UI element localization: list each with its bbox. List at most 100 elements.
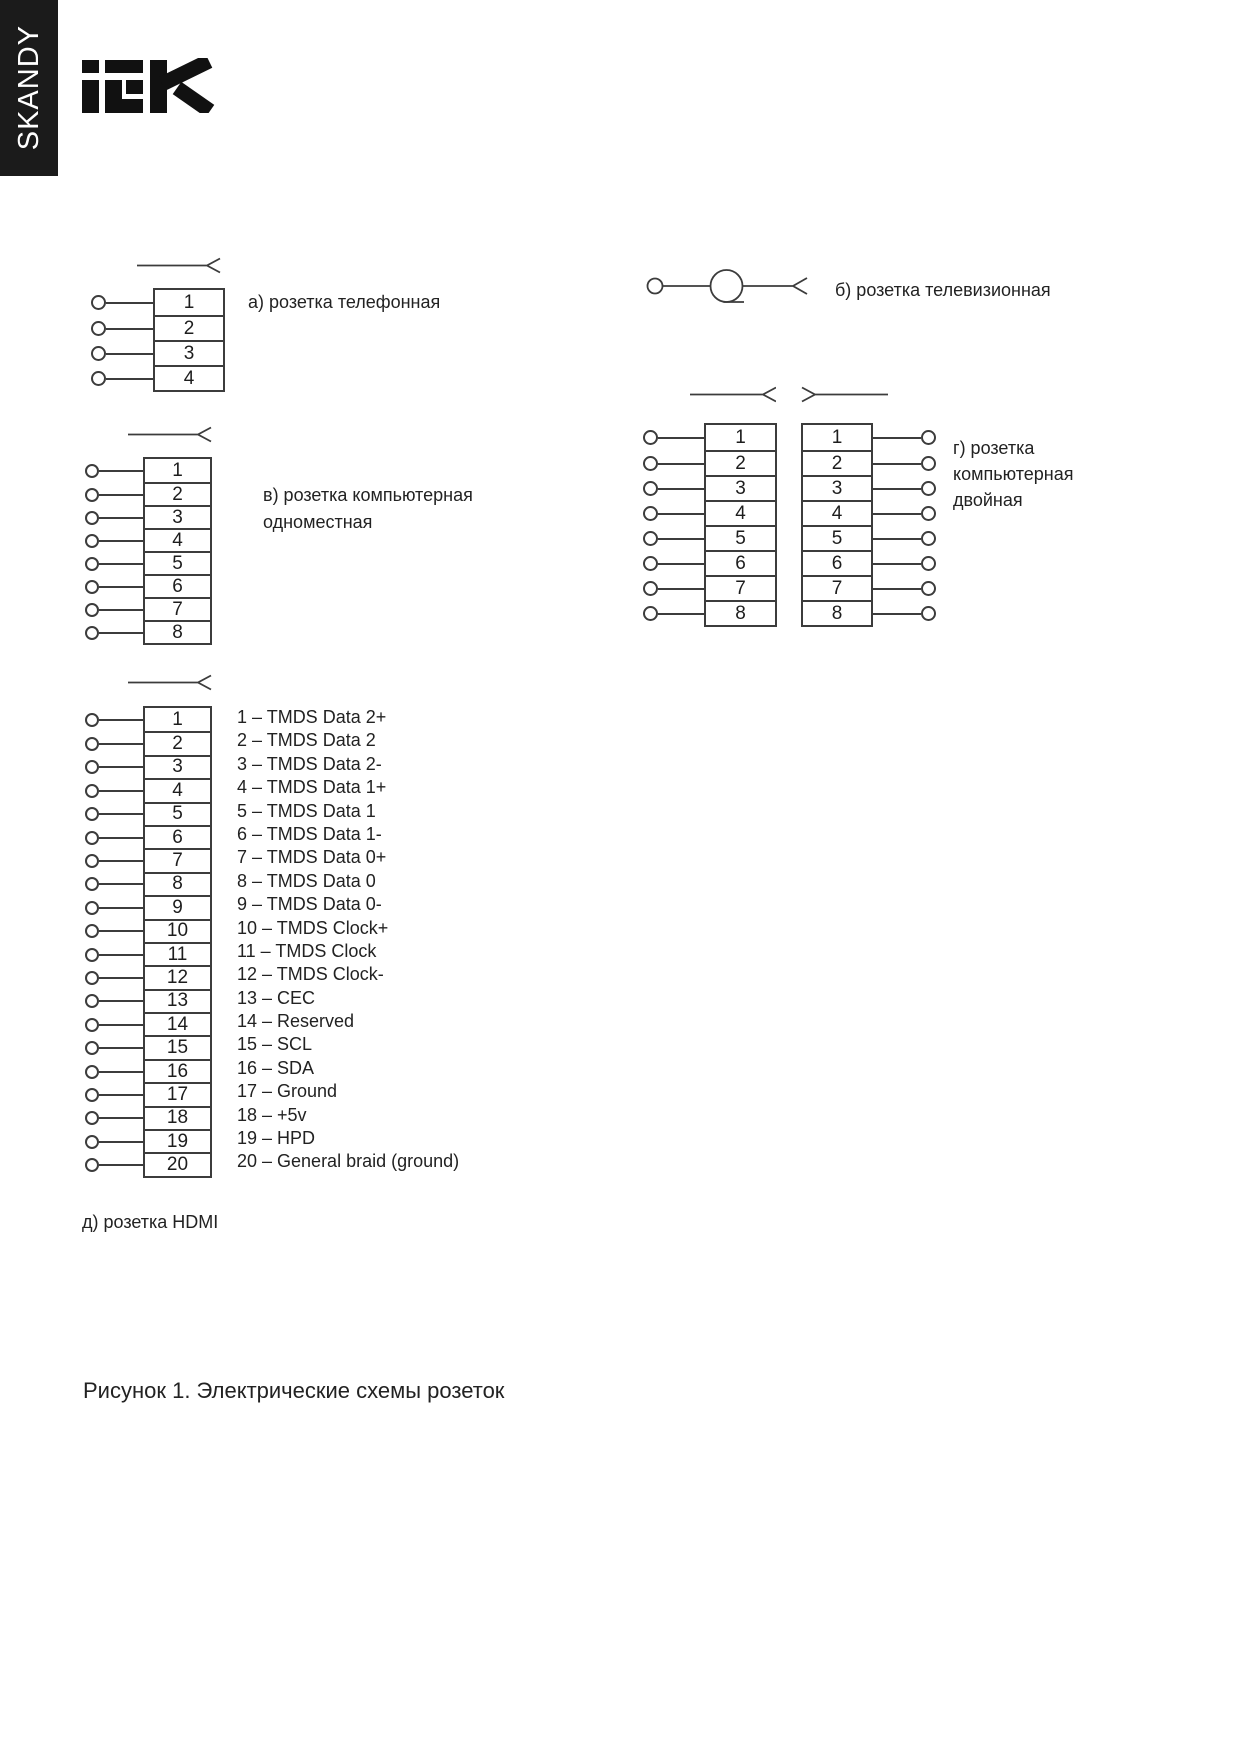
pin-row: 7 (803, 575, 936, 600)
pin-number: 17 (166, 1083, 189, 1105)
pin-terminal-circle (85, 924, 99, 939)
pin-row: 6 (85, 824, 210, 848)
pin-row: 9 (85, 895, 210, 918)
pin-row: 6 (803, 550, 936, 575)
figure-label-computer-single: в) розетка компьютерная одноместная (263, 485, 473, 532)
pin-number: 18 (166, 1107, 189, 1129)
pin-number: 8 (735, 602, 746, 624)
pin-lead-line (871, 487, 921, 490)
pin-number: 2 (172, 733, 183, 755)
pin-number: 5 (831, 527, 843, 549)
series-name: SKANDY (12, 25, 45, 151)
pin-row: 8 (85, 871, 210, 895)
socket-arrow-icon-mirrored (801, 386, 888, 403)
pin-description: 12 – TMDS Clock- (237, 964, 384, 985)
pin-description: 6 – TMDS Data 1- (237, 823, 382, 844)
pin-terminal-circle (85, 1064, 99, 1079)
pin-number: 19 (166, 1130, 189, 1152)
pin-lead-line (99, 1047, 145, 1050)
pin-lead-line (99, 860, 145, 863)
pin-row: 3 (85, 754, 210, 778)
pin-terminal-circle (921, 531, 936, 546)
pin-number: 5 (172, 552, 183, 574)
pin-lead-line (106, 327, 155, 330)
pin-terminal-circle (921, 430, 936, 445)
pin-number: 3 (172, 506, 183, 528)
pin-terminal-circle (85, 1134, 99, 1149)
pin-number: 1 (831, 426, 843, 448)
pin-description: 15 – SCL (237, 1034, 313, 1055)
pin-lead-line (658, 587, 706, 590)
pin-lead-line (99, 516, 145, 519)
pin-description: 10 – TMDS Clock+ (237, 917, 389, 938)
pin-row: 10 (85, 918, 210, 942)
pin-row: 4 (85, 528, 210, 551)
pin-lead-line (99, 743, 145, 746)
pin-row: 6 (85, 574, 210, 597)
pin-description: 16 – SDA (237, 1057, 315, 1078)
pin-number: 5 (172, 803, 183, 825)
pin-lead-line (871, 587, 921, 590)
pin-number: 1 (183, 291, 195, 313)
pin-terminal-circle (85, 807, 99, 822)
pin-number: 3 (183, 342, 195, 364)
pin-row: 3 (803, 475, 936, 500)
pin-terminal-circle (643, 506, 658, 521)
pin-terminal-circle (85, 1158, 99, 1173)
pin-row: 1 (803, 425, 936, 450)
figure-label-telephone: а) розетка телефонная (248, 292, 441, 312)
iek-logo (82, 58, 215, 113)
pin-number: 7 (831, 577, 843, 599)
pin-row: 8 (803, 600, 936, 625)
pin-lead-line (99, 930, 145, 933)
pin-row: 19 (85, 1129, 210, 1152)
pin-number: 6 (735, 552, 746, 574)
pin-terminal-circle (85, 737, 99, 752)
pin-lead-line (99, 1000, 145, 1003)
pin-lead-line (99, 539, 145, 542)
pin-number: 11 (167, 943, 188, 965)
pin-lead-line (99, 836, 145, 839)
pin-row: 16 (85, 1058, 210, 1082)
pin-lead-line (99, 766, 145, 769)
computer-double-left-pinbox: 1 2 3 4 5 6 7 8 (643, 423, 777, 627)
pin-terminal-circle (85, 556, 99, 571)
pin-number: 7 (172, 850, 183, 872)
pin-terminal-circle (91, 371, 106, 386)
pin-row: 12 (85, 965, 210, 988)
pin-number: 7 (735, 577, 746, 599)
pin-row: 6 (643, 550, 775, 575)
pin-terminal-circle (85, 487, 99, 502)
pin-row: 20 (85, 1152, 210, 1175)
pin-row: 1 (85, 459, 210, 482)
pin-lead-line (99, 906, 145, 909)
pin-row: 11 (85, 941, 210, 965)
pin-terminal-circle (85, 1087, 99, 1102)
pin-row: 2 (85, 731, 210, 755)
pin-lead-line (871, 537, 921, 540)
pin-terminal-circle (91, 295, 106, 310)
pin-number: 4 (831, 502, 843, 524)
pin-terminal-circle (643, 581, 658, 596)
pin-description: 13 – CEC (237, 987, 316, 1008)
pin-number: 2 (183, 317, 195, 339)
pin-terminal-circle (85, 602, 99, 617)
pin-row: 5 (85, 551, 210, 574)
pin-terminal-circle (921, 456, 936, 471)
figure-label-hdmi: д) розетка HDMI (82, 1212, 219, 1232)
pin-terminal-circle (85, 994, 99, 1009)
pin-terminal-circle (85, 783, 99, 798)
pin-description: 8 – TMDS Data 0 (237, 870, 376, 891)
pin-terminal-circle (85, 1041, 99, 1056)
socket-arrow-icon (137, 257, 221, 274)
pin-description: 17 – Ground (237, 1081, 338, 1102)
pin-number: 10 (166, 920, 189, 942)
figure-label-tv: б) розетка телевизионная (835, 280, 1051, 300)
pin-terminal-circle (85, 1111, 99, 1126)
pin-row: 15 (85, 1035, 210, 1058)
pin-description: 19 – HPD (237, 1128, 316, 1149)
pin-row: 8 (85, 620, 210, 643)
pin-lead-line (871, 512, 921, 515)
pin-row: 4 (85, 778, 210, 801)
